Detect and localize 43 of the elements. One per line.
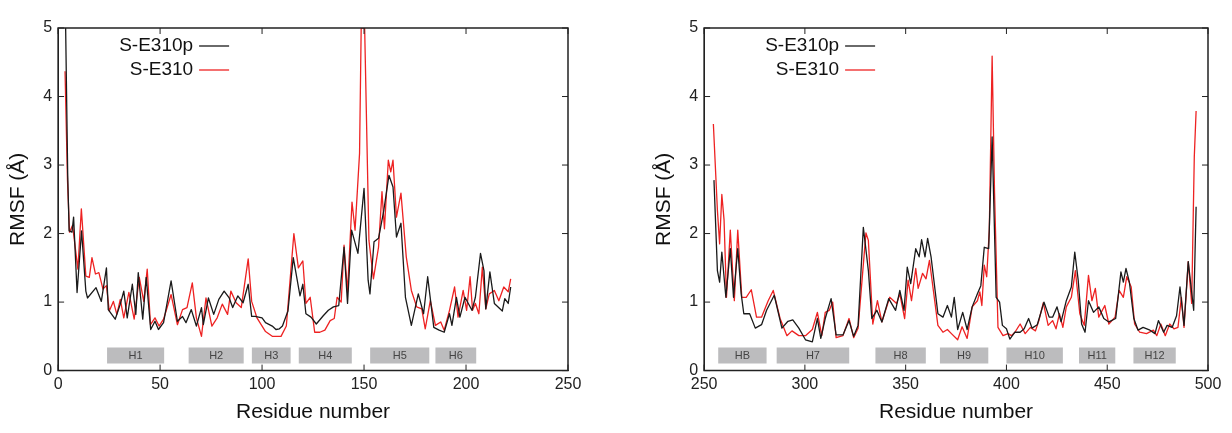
y-tick-label: 1 (689, 292, 699, 310)
y-tick-label: 4 (43, 86, 53, 104)
x-tick-label: 100 (248, 374, 276, 392)
legend-label: S-E310p (119, 34, 194, 56)
x-tick-label: 350 (892, 374, 920, 392)
x-tick-label: 400 (993, 374, 1020, 392)
band-label: H9 (957, 348, 972, 361)
x-tick-label: 500 (1194, 374, 1222, 392)
y-tick-label: 0 (43, 361, 53, 379)
band-label: H7 (805, 348, 820, 361)
y-axis-title: RMSF (Å) (651, 152, 675, 246)
y-tick-label: 5 (43, 18, 53, 36)
y-tick-label: 3 (43, 155, 53, 173)
legend-label: S-E310 (775, 58, 840, 80)
legend-label: S-E310p (765, 34, 840, 56)
x-axis-title: Residue number (236, 399, 391, 423)
y-tick-label: 3 (689, 155, 699, 173)
x-tick-label: 450 (1093, 374, 1121, 392)
y-tick-label: 5 (689, 18, 699, 36)
band-label: H12 (1144, 348, 1165, 361)
band-label: H4 (318, 348, 333, 361)
legend-label: S-E310 (129, 58, 194, 80)
x-tick-label: 300 (791, 374, 819, 392)
y-tick-label: 2 (689, 223, 699, 241)
band-label: H6 (448, 348, 463, 361)
y-axis-title: RMSF (Å) (5, 152, 29, 246)
y-tick-label: 4 (689, 86, 699, 104)
x-tick-label: 250 (690, 374, 718, 392)
band-label: H11 (1087, 348, 1107, 361)
y-tick-label: 1 (43, 292, 53, 310)
x-axis-title: Residue number (879, 399, 1034, 423)
band-label: H8 (893, 348, 908, 361)
band-label: H5 (392, 348, 407, 361)
x-tick-label: 200 (452, 374, 480, 392)
y-tick-label: 2 (43, 223, 53, 241)
band-label: H10 (1024, 348, 1045, 361)
x-tick-label: 250 (554, 374, 582, 392)
band-label: H2 (209, 348, 224, 361)
band-label: HB (734, 348, 751, 361)
x-tick-label: 50 (151, 374, 170, 392)
x-tick-label: 150 (350, 374, 378, 392)
band-label: H1 (128, 348, 143, 361)
band-label: H3 (264, 348, 279, 361)
